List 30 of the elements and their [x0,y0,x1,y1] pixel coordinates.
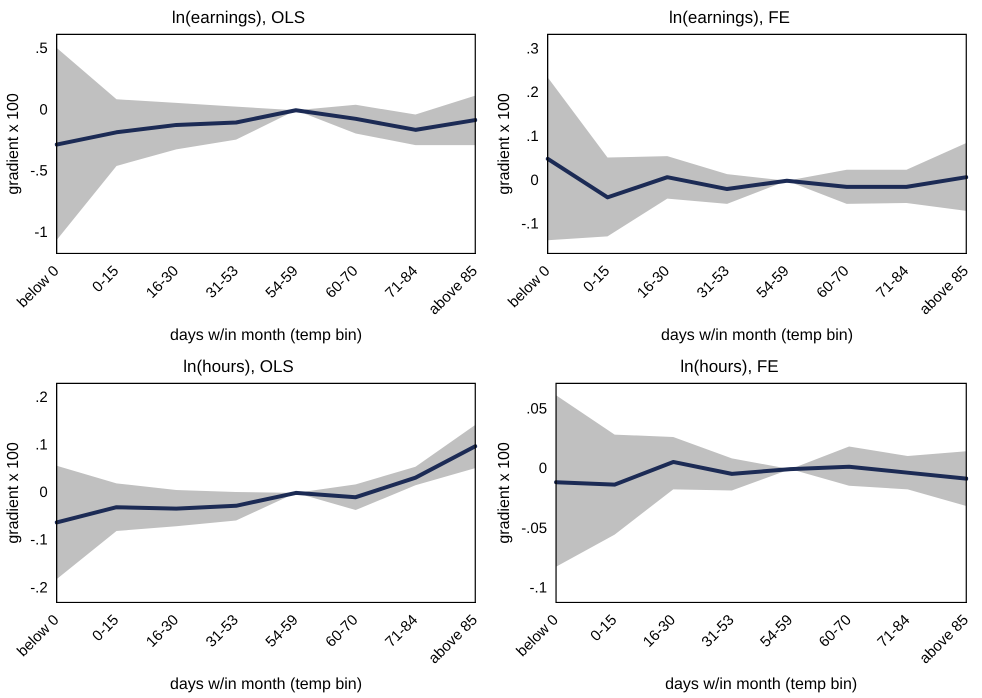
x-axis-title: days w/in month (temp bin) [170,676,362,693]
y-tick-label: 0 [39,484,48,502]
y-tick-label: -.05 [521,520,548,537]
y-tick-label: .05 [526,400,548,418]
chart-title: ln(hours), OLS [183,356,294,376]
y-axis-title: gradient x 100 [5,442,22,544]
chart-title: ln(hours), FE [680,356,779,376]
y-axis-title: gradient x 100 [496,442,514,544]
y-tick-label: -.1 [30,532,48,549]
chart-title: ln(earnings), OLS [172,8,306,27]
y-tick-label: -.1 [530,579,548,596]
x-axis-title: days w/in month (temp bin) [660,326,854,344]
y-tick-label: -.1 [521,216,539,233]
y-tick-label: -1 [34,224,48,241]
y-tick-label: 0 [39,101,48,118]
chart-title: ln(earnings), FE [669,8,790,27]
y-tick-label: -.5 [30,162,48,180]
y-tick-label: .2 [35,388,48,406]
y-tick-label: .1 [35,436,48,454]
y-tick-label: -.2 [30,579,48,596]
y-tick-label: 0 [530,172,539,189]
x-axis-title: days w/in month (temp bin) [665,676,858,693]
y-tick-label: .1 [526,128,539,146]
y-tick-label: 0 [538,460,548,478]
x-axis-title: days w/in month (temp bin) [170,326,362,344]
y-tick-label: .2 [526,84,539,102]
y-axis-title: gradient x 100 [496,93,514,195]
y-tick-label: .5 [35,40,48,58]
y-tick-label: .3 [526,40,539,58]
y-axis-title: gradient x 100 [5,93,22,195]
